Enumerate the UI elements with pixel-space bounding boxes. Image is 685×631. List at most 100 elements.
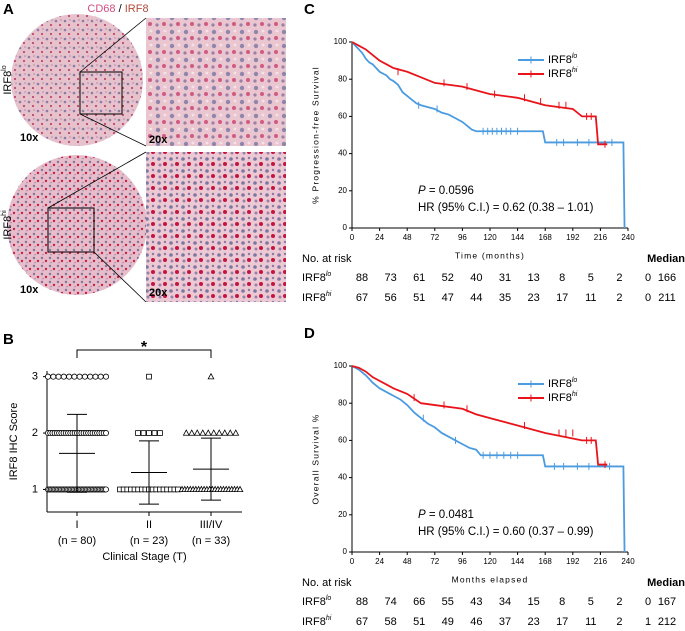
- risk-median: 212: [658, 616, 676, 628]
- legend-label-sup: hi: [572, 67, 578, 74]
- data-point: [236, 485, 244, 493]
- data-point: [232, 429, 240, 436]
- x-tick-label: 168: [539, 233, 553, 242]
- risk-count: 23: [527, 616, 539, 628]
- y-axis-label: Overall Survival %: [310, 413, 320, 504]
- panel-letter: D: [304, 325, 315, 342]
- data-point: [45, 373, 52, 380]
- annotation-p-symbol: P: [418, 185, 426, 197]
- x-tick-label: 24: [375, 557, 384, 566]
- risk-table-title: No. at risk: [302, 253, 352, 265]
- x-tick-label: 192: [566, 557, 580, 566]
- risk-row-label: IRF8hi: [302, 615, 332, 628]
- zoom-line: [79, 113, 147, 147]
- legend-label-main: IRF8: [548, 68, 572, 80]
- risk-count: 58: [384, 616, 396, 628]
- x-tick-label: 120: [483, 557, 497, 566]
- x-tick-label: 120: [483, 233, 497, 242]
- legend-label: IRF8lo: [548, 53, 577, 66]
- risk-count: 44: [470, 292, 482, 304]
- sd-bar: [139, 440, 159, 505]
- stain-a: CD68: [87, 3, 115, 15]
- risk-count: 8: [559, 272, 565, 284]
- y-axis-label: % Progression-free Survival: [310, 66, 320, 204]
- risk-row-label-sup: hi: [326, 615, 332, 622]
- risk-row-label-sup: lo: [326, 271, 332, 278]
- zoom-line: [93, 251, 147, 303]
- risk-count: 11: [585, 292, 596, 304]
- data-point: [71, 373, 78, 380]
- panel-letter: B: [3, 331, 14, 348]
- legend-label-main: IRF8: [548, 54, 572, 66]
- risk-count: 51: [413, 616, 425, 628]
- risk-count: 23: [527, 292, 539, 304]
- risk-table-median-header: Median: [647, 577, 685, 589]
- magnification: 20x: [149, 287, 168, 299]
- risk-count: 2: [616, 272, 622, 284]
- y-tick-label: 100: [334, 37, 348, 46]
- y-tick-label: 80: [338, 398, 347, 407]
- risk-count: 74: [384, 596, 396, 608]
- risk-count: 88: [356, 596, 368, 608]
- data-point: [135, 430, 141, 436]
- x-tick-label: 240: [621, 557, 635, 566]
- risk-count: 2: [616, 596, 622, 608]
- risk-median: 167: [658, 596, 676, 608]
- x-tick-label: 144: [511, 557, 525, 566]
- category-note: (n = 33): [192, 535, 230, 547]
- risk-count: 5: [588, 272, 594, 284]
- risk-count: 40: [470, 272, 482, 284]
- x-tick-label: 144: [511, 233, 525, 242]
- survival-curve: [351, 365, 608, 466]
- tissue-core: [7, 155, 147, 295]
- x-tick-label: 0: [350, 233, 355, 242]
- risk-count: 5: [588, 596, 594, 608]
- risk-count: 46: [470, 616, 482, 628]
- y-tick-label: 2: [32, 427, 38, 439]
- zoom-box: [79, 71, 123, 115]
- significance-bracket: [76, 349, 212, 358]
- risk-count: 15: [527, 596, 539, 608]
- x-tick-label: 96: [458, 233, 467, 242]
- x-tick-label: III/IV: [200, 519, 223, 531]
- risk-count: 17: [556, 292, 568, 304]
- x-tick-label: I: [75, 519, 78, 531]
- legend-label: IRF8hi: [548, 391, 578, 404]
- risk-count: 73: [384, 272, 396, 284]
- x-tick-label: 48: [403, 557, 412, 566]
- panel-letter: A: [3, 1, 14, 18]
- data-point: [146, 430, 152, 436]
- survival-curve: [351, 41, 608, 146]
- x-tick-label: II: [146, 519, 152, 531]
- risk-count: 43: [470, 596, 482, 608]
- risk-row-label-sup: hi: [326, 291, 332, 298]
- risk-table-title: No. at risk: [302, 577, 352, 589]
- x-tick-label: 48: [403, 233, 412, 242]
- annotation-hr: HR (95% C.I.) = 0.60 (0.37 – 0.99): [418, 526, 594, 538]
- tissue-core: [11, 14, 143, 146]
- y-axis-label: IRF8 IHC Score: [8, 403, 20, 481]
- data-point: [210, 429, 218, 436]
- risk-count: 55: [442, 596, 454, 608]
- risk-count: 17: [556, 616, 568, 628]
- data-point: [103, 486, 110, 493]
- data-point: [226, 429, 234, 436]
- risk-count: 61: [413, 272, 425, 284]
- annotation-p: P = 0.0481: [418, 509, 474, 521]
- risk-count: 0: [645, 596, 651, 608]
- legend-label-main: IRF8: [548, 378, 572, 390]
- significance: *: [141, 339, 148, 356]
- risk-row-label: IRF8lo: [302, 271, 331, 284]
- risk-count: 0: [645, 272, 651, 284]
- risk-count: 34: [499, 596, 511, 608]
- risk-count: 35: [499, 292, 511, 304]
- y-tick-label: 0: [343, 547, 348, 556]
- row-label-sup: hi: [1, 210, 8, 216]
- data-point: [76, 373, 83, 380]
- zoom-line: [47, 151, 147, 209]
- data-point: [188, 429, 196, 436]
- survival-curve: [351, 365, 626, 553]
- y-tick-label: 40: [338, 473, 347, 482]
- risk-median: 166: [658, 272, 676, 284]
